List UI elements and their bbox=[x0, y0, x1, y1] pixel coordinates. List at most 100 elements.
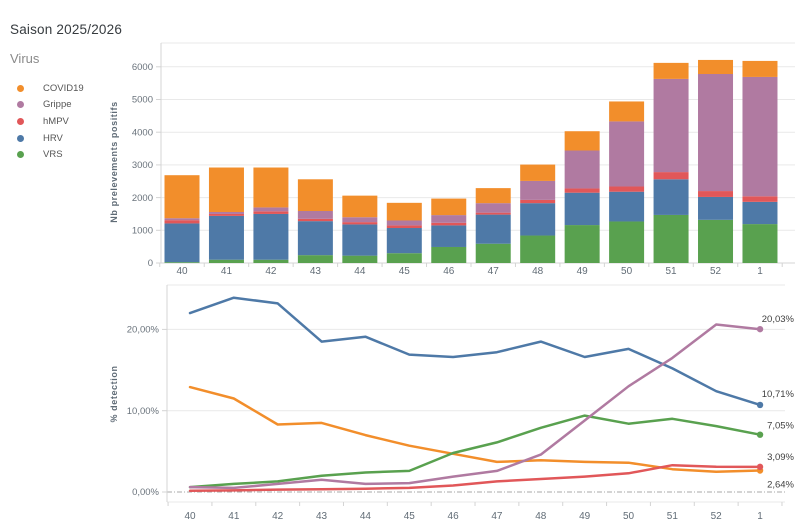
bar-segment-vrs-wk40[interactable] bbox=[164, 262, 200, 263]
bar-segment-hmpv-wk44[interactable] bbox=[342, 222, 378, 225]
bar-segment-hmpv-wk50[interactable] bbox=[609, 186, 645, 192]
bar-segment-hrv-wk52[interactable] bbox=[698, 196, 734, 220]
line-x-tick-label: 51 bbox=[667, 511, 679, 522]
line-end-label-vrs: 7,05% bbox=[767, 421, 794, 432]
bar-segment-grippe-wk40[interactable] bbox=[164, 218, 200, 221]
bar-segment-hmpv-wk51[interactable] bbox=[653, 172, 689, 180]
legend-item-hmpv[interactable]: hMPV bbox=[10, 113, 140, 130]
legend-item-hrv[interactable]: HRV bbox=[10, 130, 140, 147]
line-end-dot-vrs[interactable] bbox=[756, 431, 764, 438]
bar-segment-vrs-wk45[interactable] bbox=[386, 253, 422, 263]
detection-line-grippe[interactable] bbox=[188, 323, 762, 490]
line-y-tick-label: 10,00% bbox=[127, 406, 160, 417]
bar-segment-hrv-wk48[interactable] bbox=[520, 203, 556, 236]
bar-segment-vrs-wk41[interactable] bbox=[208, 259, 244, 263]
bar-segment-covid19-wk45[interactable] bbox=[386, 202, 422, 221]
bar-segment-covid19-wk50[interactable] bbox=[609, 101, 645, 122]
bar-segment-covid19-wk48[interactable] bbox=[520, 164, 556, 181]
bar-segment-hrv-wk44[interactable] bbox=[342, 224, 378, 256]
line-end-dot-hmpv[interactable] bbox=[756, 463, 764, 471]
bar-segment-grippe-wk41[interactable] bbox=[208, 211, 244, 214]
bar-segment-covid19-wk51[interactable] bbox=[653, 62, 689, 79]
bar-segment-grippe-wk49[interactable] bbox=[564, 150, 600, 189]
bar-segment-grippe-wk47[interactable] bbox=[475, 203, 511, 213]
bar-segment-covid19-wk41[interactable] bbox=[208, 167, 244, 212]
bar-segment-vrs-wk52[interactable] bbox=[698, 219, 734, 263]
bar-segment-hrv-wk41[interactable] bbox=[208, 215, 244, 260]
bar-segment-vrs-wk47[interactable] bbox=[475, 243, 511, 263]
bar-segment-hmpv-wk46[interactable] bbox=[431, 222, 467, 226]
bar-segment-covid19-wk52[interactable] bbox=[698, 59, 734, 74]
hmpv-color-dot bbox=[17, 117, 24, 125]
legend-title: Virus bbox=[10, 51, 40, 66]
detection-line-hmpv[interactable] bbox=[188, 463, 762, 493]
bar-segment-hmpv-wk47[interactable] bbox=[475, 212, 511, 215]
bar-segment-hmpv-wk49[interactable] bbox=[564, 188, 600, 193]
bar-segment-hmpv-wk52[interactable] bbox=[698, 191, 734, 197]
bar-segment-hmpv-wk42[interactable] bbox=[253, 211, 289, 214]
bar-segment-vrs-wk46[interactable] bbox=[431, 246, 467, 263]
bar-segment-vrs-wk48[interactable] bbox=[520, 235, 556, 263]
bar-segment-hmpv-wk41[interactable] bbox=[208, 213, 244, 216]
bar-segment-hmpv-wk1[interactable] bbox=[742, 196, 778, 202]
bar-segment-hrv-wk45[interactable] bbox=[386, 228, 422, 254]
bar-segment-hmpv-wk43[interactable] bbox=[297, 218, 333, 222]
legend-item-vrs[interactable]: VRS bbox=[10, 146, 140, 163]
bar-segment-hrv-wk40[interactable] bbox=[164, 223, 200, 263]
line-end-dot-hrv[interactable] bbox=[756, 401, 764, 409]
bar-segment-hrv-wk42[interactable] bbox=[253, 213, 289, 260]
bar-segment-vrs-wk51[interactable] bbox=[653, 214, 689, 263]
bar-segment-grippe-wk43[interactable] bbox=[297, 211, 333, 219]
bar-segment-hmpv-wk40[interactable] bbox=[164, 220, 200, 224]
bar-segment-vrs-wk50[interactable] bbox=[609, 221, 645, 263]
legend-item-grippe[interactable]: Grippe bbox=[10, 97, 140, 114]
line-chart-detection-rate[interactable]: 0,00% 10,00% 20,00% % detection 40 41 42 43 44 45… bbox=[100, 282, 799, 532]
bar-segment-vrs-wk43[interactable] bbox=[297, 255, 333, 263]
bar-segment-vrs-wk44[interactable] bbox=[342, 255, 378, 263]
page-title: Saison 2025/2026 bbox=[10, 22, 123, 37]
bar-y-tick-label: 2000 bbox=[132, 193, 153, 204]
bar-x-tick-label: 1 bbox=[757, 266, 763, 277]
bar-segment-covid19-wk1[interactable] bbox=[742, 60, 778, 77]
detection-line-vrs[interactable] bbox=[188, 414, 762, 489]
bar-y-tick-label: 3000 bbox=[132, 160, 153, 171]
bar-segment-vrs-wk49[interactable] bbox=[564, 225, 600, 263]
bar-segment-hrv-wk43[interactable] bbox=[297, 221, 333, 256]
bar-segment-hmpv-wk45[interactable] bbox=[386, 225, 422, 229]
bar-segment-grippe-wk51[interactable] bbox=[653, 78, 689, 173]
bar-segment-grippe-wk1[interactable] bbox=[742, 76, 778, 197]
line-end-dot-grippe[interactable] bbox=[756, 325, 764, 333]
bar-segment-hrv-wk50[interactable] bbox=[609, 191, 645, 222]
bar-segment-vrs-wk1[interactable] bbox=[742, 224, 778, 263]
bar-segment-covid19-wk44[interactable] bbox=[342, 195, 378, 218]
bar-segment-hrv-wk49[interactable] bbox=[564, 192, 600, 226]
bar-segment-grippe-wk45[interactable] bbox=[386, 220, 422, 226]
bar-segment-grippe-wk50[interactable] bbox=[609, 121, 645, 187]
bar-segment-grippe-wk42[interactable] bbox=[253, 207, 289, 212]
bar-segment-covid19-wk47[interactable] bbox=[475, 188, 511, 204]
line-y-tick-label: 20,00% bbox=[127, 325, 160, 336]
bar-segment-covid19-wk43[interactable] bbox=[297, 179, 333, 212]
bar-y-tick-label: 6000 bbox=[132, 62, 153, 73]
bar-segment-vrs-wk42[interactable] bbox=[253, 259, 289, 263]
bar-chart-positive-samples[interactable]: 0 1000 2000 3000 4000 5000 6000 Nb prelevements… bbox=[100, 40, 799, 288]
bar-segment-hrv-wk46[interactable] bbox=[431, 225, 467, 247]
bar-segment-hrv-wk1[interactable] bbox=[742, 201, 778, 225]
bar-segment-covid19-wk49[interactable] bbox=[564, 131, 600, 151]
bar-segment-grippe-wk52[interactable] bbox=[698, 73, 734, 192]
bar-segment-covid19-wk46[interactable] bbox=[431, 198, 467, 216]
detection-line-covid19[interactable] bbox=[188, 385, 762, 473]
bar-segment-hmpv-wk48[interactable] bbox=[520, 199, 556, 204]
bar-segment-hrv-wk47[interactable] bbox=[475, 214, 511, 244]
bar-segment-grippe-wk46[interactable] bbox=[431, 215, 467, 223]
detection-line-hrv[interactable] bbox=[188, 296, 762, 407]
bar-segment-covid19-wk42[interactable] bbox=[253, 167, 289, 208]
bar-segment-grippe-wk44[interactable] bbox=[342, 217, 378, 223]
legend-item-covid19[interactable]: COVID19 bbox=[10, 80, 140, 97]
line-x-tick-label: 46 bbox=[448, 511, 460, 522]
bar-segment-covid19-wk40[interactable] bbox=[164, 175, 200, 219]
vrs-color-dot bbox=[17, 151, 24, 159]
bar-segment-hrv-wk51[interactable] bbox=[653, 179, 689, 215]
bar-segment-grippe-wk48[interactable] bbox=[520, 180, 556, 200]
